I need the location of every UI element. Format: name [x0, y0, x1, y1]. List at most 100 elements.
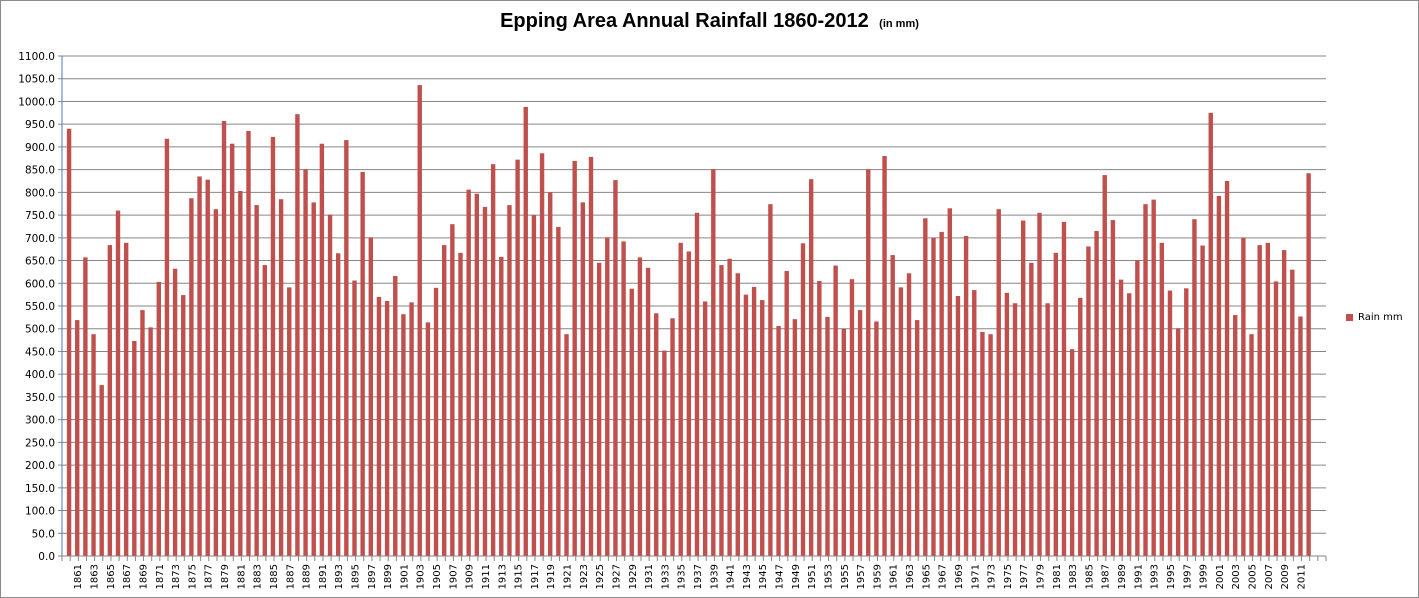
x-tick-label: 1903: [416, 564, 427, 589]
bar-1922: [572, 161, 577, 556]
bar-1978: [1029, 262, 1034, 556]
bar-1946: [768, 204, 773, 556]
bar-1933: [662, 350, 667, 556]
bar-2003: [1233, 315, 1238, 556]
bar-1932: [654, 313, 659, 556]
bar-1916: [523, 106, 528, 556]
bar-1874: [181, 295, 186, 556]
bar-1925: [596, 262, 602, 556]
bar-1939: [711, 169, 716, 556]
bar-1938: [702, 301, 708, 556]
x-tick-label: 1873: [171, 564, 182, 589]
x-tick-label: 1909: [465, 564, 476, 589]
bar-1891: [319, 143, 325, 556]
bar-1995: [1167, 290, 1173, 556]
x-tick-label: 1935: [677, 564, 688, 589]
bar-1909: [466, 189, 471, 557]
bar-1990: [1127, 293, 1132, 556]
bar-1881: [238, 191, 243, 556]
bar-1905: [433, 287, 439, 556]
x-tick-label: 1967: [938, 564, 949, 589]
bar-2010: [1290, 269, 1295, 556]
bar-1964: [914, 320, 920, 556]
bar-1906: [442, 245, 447, 556]
bar-1956: [849, 279, 855, 556]
bars: [66, 85, 1311, 557]
bar-1918: [539, 153, 545, 557]
bar-1953: [825, 316, 830, 556]
y-tick-label: 850.0: [25, 165, 55, 177]
bar-1867: [123, 242, 129, 556]
bar-1882: [246, 131, 251, 556]
bar-1994: [1159, 242, 1165, 556]
bar-1937: [694, 212, 700, 556]
bar-1912: [490, 164, 496, 556]
x-tick-label: 1913: [497, 564, 508, 589]
bar-1979: [1037, 212, 1042, 556]
x-tick-label: 1871: [155, 564, 166, 589]
x-tick-label: 1907: [448, 564, 459, 589]
y-tick-label: 300.0: [25, 415, 55, 427]
bar-1860: [66, 128, 72, 556]
bar-1983: [1069, 349, 1075, 556]
bar-1884: [262, 265, 267, 556]
x-tick-label: 1991: [1133, 564, 1144, 589]
bar-1910: [474, 193, 480, 556]
bar-1902: [409, 302, 414, 556]
bar-1969: [955, 296, 961, 556]
x-tick-label: 2011: [1296, 564, 1307, 589]
bar-2011: [1298, 316, 1303, 556]
x-tick-label: 1925: [595, 564, 606, 589]
bar-1945: [760, 300, 765, 556]
bar-1864: [99, 385, 104, 556]
chart-title-units: (in mm): [879, 18, 919, 30]
x-tick-label: 1889: [302, 564, 313, 589]
bar-1883: [254, 205, 259, 556]
bar-1949: [792, 319, 798, 556]
x-tick-label: 1963: [905, 564, 916, 589]
x-tick-label: 1971: [970, 564, 981, 589]
bar-1887: [287, 287, 292, 556]
x-tick-label: 1897: [367, 564, 378, 589]
bar-1866: [115, 210, 121, 556]
x-tick-label: 1981: [1052, 564, 1063, 589]
bar-1986: [1094, 231, 1099, 556]
x-tick-label: 1883: [253, 564, 264, 589]
x-tick-label: 2001: [1215, 564, 1226, 589]
x-tick-label: 1947: [775, 564, 786, 589]
bar-1862: [83, 257, 88, 556]
bar-1948: [784, 271, 789, 556]
bar-1901: [401, 314, 406, 556]
y-tick-label: 0.0: [38, 551, 55, 563]
x-tick-label: 1921: [563, 564, 574, 589]
bar-1959: [874, 321, 879, 556]
x-tick-label: 1957: [856, 564, 867, 589]
y-tick-label: 1100.0: [18, 51, 55, 63]
x-tick-label: 1977: [1019, 564, 1030, 589]
bar-1930: [637, 257, 643, 556]
x-tick-label: 1997: [1182, 564, 1193, 589]
bar-1888: [295, 114, 300, 556]
bar-1998: [1192, 219, 1197, 556]
bar-1980: [1045, 303, 1050, 556]
x-tick-label: 1979: [1036, 564, 1047, 589]
x-tick-label: 1877: [204, 564, 215, 589]
bar-1900: [393, 276, 398, 556]
bar-1914: [507, 205, 512, 556]
bar-1879: [221, 121, 227, 556]
x-tick-label: 1983: [1068, 564, 1079, 589]
x-tick-label: 1875: [187, 564, 198, 589]
x-tick-label: 1933: [660, 564, 671, 589]
y-tick-label: 200.0: [25, 460, 55, 472]
bar-1957: [857, 310, 863, 556]
bar-1954: [833, 265, 838, 556]
bar-1988: [1110, 220, 1116, 556]
bar-1975: [1004, 292, 1010, 556]
bar-2004: [1241, 237, 1246, 556]
bar-1872: [164, 138, 170, 556]
bar-1942: [735, 273, 740, 556]
bar-1968: [947, 208, 952, 557]
bar-1896: [360, 171, 365, 556]
bar-1958: [866, 169, 871, 556]
y-tick-label: 400.0: [25, 369, 55, 381]
